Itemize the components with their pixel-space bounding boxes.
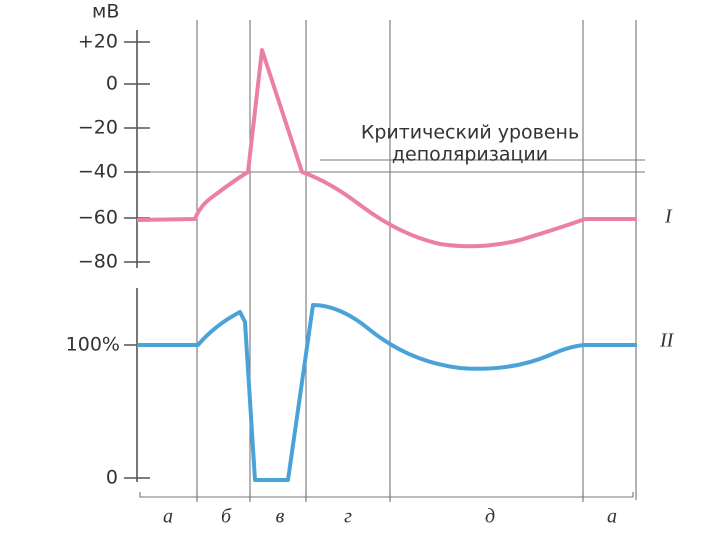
phase-bracket xyxy=(139,492,634,502)
potential-tick-labels: +20 0 −20 −40 −60 −80 xyxy=(78,31,118,273)
axis-unit: мВ xyxy=(92,1,119,23)
phase-label: а xyxy=(607,506,617,528)
phase-label: г xyxy=(344,506,352,528)
phase-label: в xyxy=(276,506,285,528)
curve-label: II xyxy=(659,330,675,352)
potential-curve xyxy=(136,48,637,249)
tick-label: −40 xyxy=(78,161,118,183)
phase-label: б xyxy=(221,506,232,528)
critical-label: деполяризации xyxy=(392,144,548,166)
tick-label: 0 xyxy=(106,467,118,489)
tick-label: +20 xyxy=(78,31,118,53)
excitability-curve xyxy=(137,303,637,482)
phase-lines xyxy=(196,20,637,500)
tick-label: −80 xyxy=(78,251,118,273)
tick-label: 0 xyxy=(106,73,118,95)
phase-label: а xyxy=(163,506,173,528)
tick-label: −60 xyxy=(78,207,118,229)
tick-label: −20 xyxy=(78,117,118,139)
phase-label: д xyxy=(485,506,495,528)
curve-label: I xyxy=(664,206,673,228)
tick-label: 100% xyxy=(66,334,120,356)
critical-label: Критический уровень xyxy=(361,122,579,144)
